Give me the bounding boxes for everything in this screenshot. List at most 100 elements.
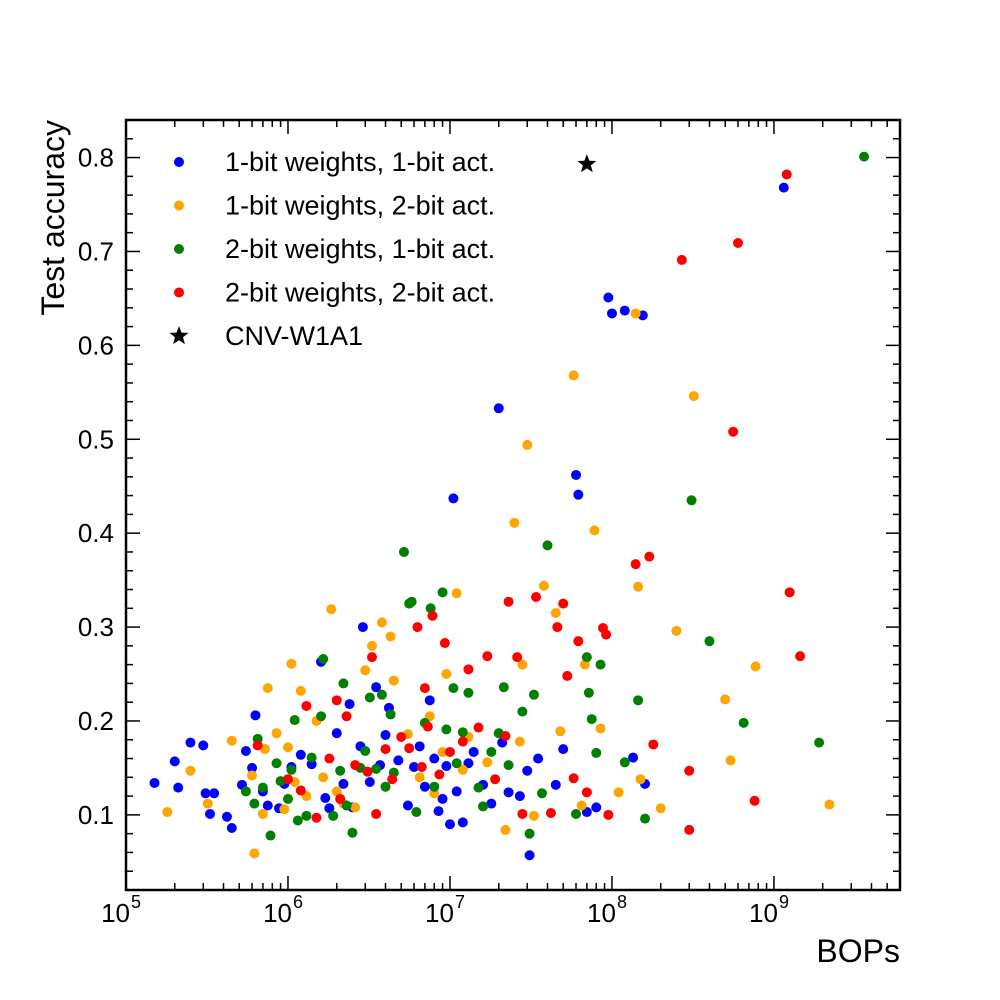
scatter-point: [289, 715, 300, 726]
scatter-point: [486, 798, 497, 809]
scatter-point: [425, 603, 436, 614]
scatter-point: [279, 804, 290, 815]
scatter-point: [686, 495, 697, 506]
scatter-point: [380, 744, 391, 755]
scatter-point: [441, 724, 452, 735]
scatter-point: [482, 757, 493, 768]
scatter-point: [528, 810, 539, 821]
y-tick-label: 0.7: [78, 236, 114, 266]
scatter-point: [517, 808, 528, 819]
scatter-point: [393, 755, 404, 766]
scatter-point: [463, 687, 474, 698]
scatter-point: [437, 793, 448, 804]
scatter-point: [252, 740, 263, 751]
scatter-point: [601, 629, 612, 640]
scatter-point: [396, 731, 407, 742]
scatter-point: [550, 607, 561, 618]
scatter-point: [271, 758, 282, 769]
scatter-point: [490, 774, 501, 785]
star-marker: [577, 154, 597, 173]
scatter-point: [350, 760, 361, 771]
scatter-point: [324, 803, 335, 814]
scatter-point: [398, 546, 409, 557]
scatter-point: [457, 764, 468, 775]
scatter-point: [503, 787, 514, 798]
scatter-point: [371, 808, 382, 819]
scatter-point: [558, 598, 569, 609]
scatter-point: [550, 779, 561, 790]
legend-marker: [169, 326, 189, 345]
scatter-point: [503, 760, 514, 771]
scatter-point: [316, 711, 327, 722]
x-tick-label-exponent: 5: [131, 892, 141, 912]
scatter-point: [640, 813, 651, 824]
scatter-point: [441, 761, 452, 772]
scatter-point: [335, 793, 346, 804]
x-tick-label: 10: [101, 898, 130, 928]
y-tick-label: 0.4: [78, 518, 114, 548]
scatter-point: [301, 810, 312, 821]
scatter-point: [226, 823, 237, 834]
scatter-point: [341, 711, 352, 722]
scatter-point: [262, 800, 273, 811]
scatter-point: [360, 665, 371, 676]
scatter-point: [185, 737, 196, 748]
scatter-point: [271, 728, 282, 739]
scatter-point: [406, 596, 417, 607]
scatter-point: [162, 807, 173, 818]
scatter-point: [282, 793, 293, 804]
scatter-point: [562, 670, 573, 681]
scatter-point: [733, 238, 744, 249]
scatter-point: [320, 792, 331, 803]
scatter-point: [451, 786, 462, 797]
scatter-point: [173, 782, 184, 793]
scatter-point: [247, 770, 258, 781]
scatter-point: [437, 746, 448, 757]
scatter-point: [463, 758, 474, 769]
scatter-point: [473, 782, 484, 793]
scatter-point: [738, 717, 749, 728]
scatter-point: [795, 651, 806, 662]
scatter-point: [576, 800, 587, 811]
scatter-point: [335, 765, 346, 776]
scatter-point: [589, 525, 600, 536]
y-tick-label: 0.3: [78, 612, 114, 642]
scatter-point: [286, 658, 297, 669]
scatter-point: [633, 695, 644, 706]
scatter-point: [366, 640, 377, 651]
y-tick-label: 0.8: [78, 143, 114, 173]
x-tick-label-exponent: 8: [617, 892, 627, 912]
scatter-point: [648, 739, 659, 750]
plot-frame: [124, 118, 902, 892]
scatter-point: [338, 678, 349, 689]
scatter-point: [571, 808, 582, 819]
scatter-point: [482, 651, 493, 662]
scatter-point: [240, 786, 251, 797]
scatter-point: [591, 802, 602, 813]
scatter-point: [509, 517, 520, 528]
scatter-point: [247, 762, 258, 773]
scatter-point: [512, 652, 523, 663]
scatter-point: [552, 622, 563, 633]
scatter-point: [416, 761, 427, 772]
scatter-point: [824, 799, 835, 810]
scatter-point: [387, 774, 398, 785]
scatter-point: [603, 809, 614, 820]
scatter-point: [366, 652, 377, 663]
scatter-point: [204, 808, 215, 819]
scatter-point: [633, 581, 644, 592]
scatter-point: [341, 800, 352, 811]
y-tick-label: 0.5: [78, 424, 114, 454]
scatter-point: [571, 469, 582, 480]
scatter-point: [778, 182, 789, 193]
scatter-point: [568, 773, 579, 784]
x-tick-label: 10: [263, 898, 292, 928]
scatter-point: [533, 753, 544, 764]
scatter-point: [749, 795, 760, 806]
scatter-point: [684, 765, 695, 776]
scatter-point: [295, 685, 306, 696]
scatter-point: [424, 695, 435, 706]
y-axis-title: Test accuracy: [35, 120, 71, 316]
